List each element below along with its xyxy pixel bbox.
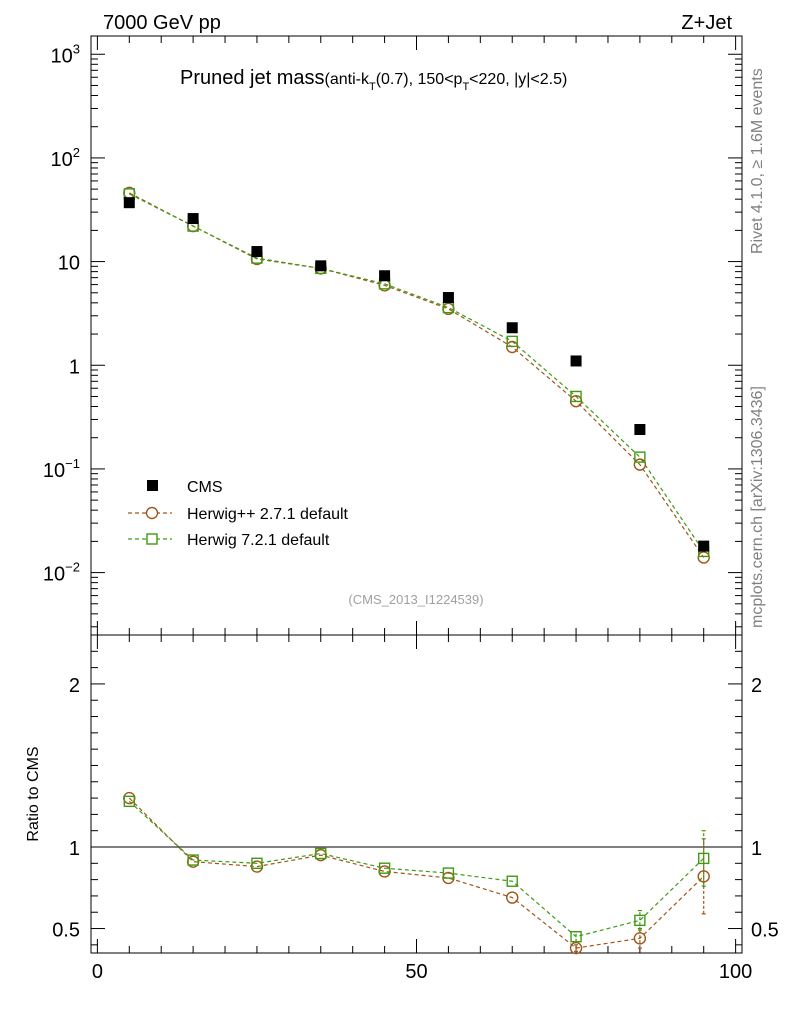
cms-data-point bbox=[442, 292, 454, 304]
herwig7-point bbox=[570, 390, 582, 403]
ratio-y-tick-label-right: 2 bbox=[751, 675, 762, 697]
main-y-tick-label-exponent: 2 bbox=[73, 145, 80, 160]
ratio-herwigpp-point bbox=[697, 870, 710, 883]
ratio-herwig7-point bbox=[698, 852, 710, 865]
main-y-tick-label-base: 10 bbox=[51, 149, 73, 171]
cms-data-point bbox=[123, 197, 135, 209]
ratio-y-tick-label-right: 1 bbox=[751, 838, 762, 860]
main-y-tick-label-base: 10 bbox=[51, 45, 73, 67]
ratio-y-tick-label-left: 2 bbox=[69, 675, 80, 697]
main-y-tick-label: 1 bbox=[69, 356, 80, 378]
herwigpp-point bbox=[633, 458, 647, 471]
rivet-version-label: Rivet 4.1.0, ≥ 1.6M events bbox=[749, 68, 766, 254]
main-y-tick-label-base: 10 bbox=[58, 253, 80, 275]
ratio-y-tick-label-right: 0.5 bbox=[751, 920, 779, 942]
chart-title-sub1: T bbox=[369, 81, 376, 93]
ratio-line-1 bbox=[128, 800, 705, 938]
cms-data-point bbox=[379, 270, 391, 282]
main-y-tick-label-base: 10 bbox=[43, 460, 65, 482]
mc-line-2 bbox=[129, 193, 705, 552]
chart-title: Pruned jet mass(anti-kT(0.7), 150<pT<220… bbox=[180, 67, 567, 93]
cms-data-point bbox=[187, 213, 199, 225]
energy-label: 7000 GeV pp bbox=[103, 12, 221, 34]
legend-label-herwigpp: Herwig++ 2.7.1 default bbox=[187, 506, 349, 523]
main-y-tick-label-exponent: −1 bbox=[65, 456, 80, 471]
ratio-herwigpp-point bbox=[633, 932, 647, 945]
ratio-herwigpp-point bbox=[569, 941, 583, 955]
x-tick-label: 100 bbox=[719, 961, 752, 983]
x-tick-label: 50 bbox=[405, 961, 427, 983]
herwig7-point bbox=[506, 335, 518, 348]
legend-label-cms: CMS bbox=[187, 479, 223, 496]
cms-data-point bbox=[698, 540, 710, 552]
legend-marker-herwigpp bbox=[145, 506, 159, 520]
main-y-tick-label-base: 1 bbox=[69, 356, 80, 378]
chart-title-mid: (0.7), 150<p bbox=[376, 71, 463, 88]
ratio-ticks bbox=[91, 635, 742, 953]
legend-label-herwig7: Herwig 7.2.1 default bbox=[187, 532, 330, 549]
ratio-line-0 bbox=[128, 797, 705, 949]
ratio-series bbox=[123, 791, 710, 955]
main-series bbox=[123, 186, 710, 564]
ratio-herwig7-point bbox=[506, 875, 518, 887]
chart-title-sub2: T bbox=[462, 81, 469, 93]
cms-data-point bbox=[251, 246, 263, 258]
mcplots-label: mcplots.cern.ch [arXiv:1306.3436] bbox=[749, 386, 766, 628]
legend: CMS Herwig++ 2.7.1 default Herwig 7.2.1 … bbox=[128, 479, 349, 549]
main-y-tick-label-exponent: −2 bbox=[65, 560, 80, 575]
ratio-herwig7-point bbox=[378, 862, 391, 874]
ratio-y-tick-label-left: 0.5 bbox=[52, 920, 80, 942]
main-y-tick-label: 10 bbox=[58, 253, 80, 275]
cms-data-point bbox=[570, 355, 582, 367]
main-ticks bbox=[91, 36, 742, 635]
ratio-herwig7-point bbox=[570, 930, 582, 943]
analysis-reference: (CMS_2013_I1224539) bbox=[348, 592, 483, 607]
ratio-tick-labels: 2 2 1 1 0.5 0.5 0 50 100 bbox=[52, 675, 779, 983]
ratio-panel: 2 2 1 1 0.5 0.5 0 50 100 Ratio to CMS bbox=[25, 634, 779, 983]
main-y-tick-label-exponent: 3 bbox=[73, 41, 80, 56]
legend-marker-cms bbox=[147, 480, 158, 491]
main-y-tick-label: 10−2 bbox=[43, 560, 80, 586]
ratio-y-tick-label-left: 1 bbox=[69, 838, 80, 860]
ratio-herwig7-point bbox=[187, 854, 199, 866]
chart-title-main: Pruned jet mass bbox=[180, 67, 325, 89]
main-y-tick-label: 103 bbox=[51, 41, 80, 67]
cms-data-point bbox=[634, 424, 646, 436]
herwigpp-point bbox=[697, 551, 710, 564]
ratio-herwig7-point bbox=[251, 857, 263, 870]
ratio-herwig7-point bbox=[442, 867, 455, 879]
cms-data-point bbox=[506, 322, 518, 334]
main-y-tick-label: 102 bbox=[51, 145, 80, 171]
ratio-herwig7-point bbox=[123, 795, 135, 808]
chart-title-prefix: (anti-k bbox=[325, 71, 370, 88]
chart-title-suffix: <220, |y|<2.5) bbox=[469, 71, 567, 88]
ratio-herwig7-point bbox=[315, 847, 327, 860]
ratio-herwigpp-point bbox=[506, 891, 519, 904]
main-y-tick-label: 10−1 bbox=[43, 456, 80, 482]
process-label: Z+Jet bbox=[681, 12, 732, 34]
ratio-frame bbox=[90, 634, 743, 954]
legend-marker-herwig7 bbox=[146, 533, 158, 545]
ratio-y-axis-label: Ratio to CMS bbox=[25, 746, 42, 841]
x-tick-label: 0 bbox=[92, 961, 103, 983]
herwig7-point bbox=[634, 451, 646, 463]
mc-line-1 bbox=[129, 192, 705, 558]
ratio-herwig7-point bbox=[634, 914, 646, 927]
main-y-tick-label-base: 10 bbox=[43, 564, 65, 586]
cms-data-point bbox=[315, 260, 327, 272]
